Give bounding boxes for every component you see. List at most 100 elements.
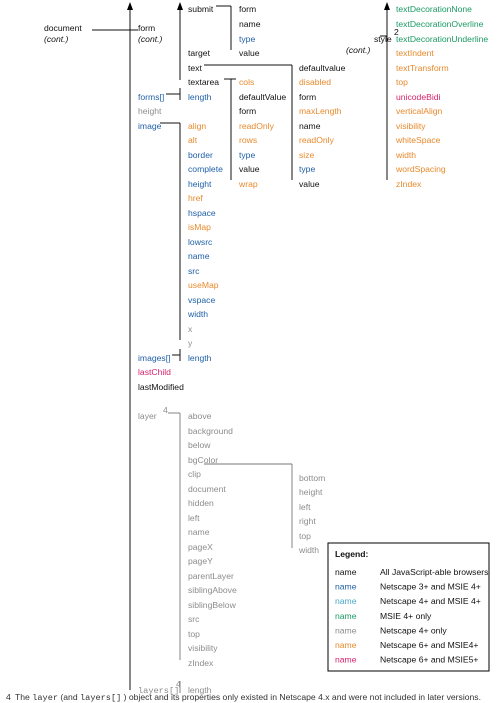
node-style: style (374, 34, 392, 44)
node-parentlayer: parentLayer (188, 571, 234, 581)
legend-label: Netscape 6+ and MSIE5+ (380, 655, 478, 665)
node-maxlength: maxLength (299, 106, 342, 116)
node-visibility: visibility (188, 643, 218, 653)
footnote-marker: 4 (176, 679, 181, 689)
node-src: src (188, 614, 200, 624)
node-wrap: wrap (238, 179, 258, 189)
node-readonly: readOnly (239, 121, 275, 131)
node-whitespace: whiteSpace (395, 135, 441, 145)
legend-label: All JavaScript-able browsers (380, 567, 488, 577)
node-visibility: visibility (396, 121, 426, 131)
node-name: name (188, 251, 210, 261)
node-lowsrc: lowsrc (188, 237, 213, 247)
node-siblingabove: siblingAbove (188, 585, 237, 595)
node-complete: complete (188, 164, 223, 174)
footnote-marker: 2 (394, 27, 399, 37)
node-textdecorationoverline: textDecorationOverline (396, 19, 484, 29)
legend-sample: name (335, 625, 357, 635)
node-target: target (188, 48, 211, 58)
node-cols: cols (239, 77, 254, 87)
node-document: document (44, 23, 82, 33)
node-alt: alt (188, 135, 198, 145)
node-length: length (188, 353, 212, 363)
footnote-code-layer: layer (32, 693, 58, 703)
node-cont: (cont.) (44, 34, 68, 44)
node-x: x (188, 324, 193, 334)
legend-sample: name (335, 611, 357, 621)
node-top: top (396, 77, 408, 87)
legend-sample: name (335, 655, 357, 665)
node-usemap: useMap (188, 280, 219, 290)
legend: Legend: name All JavaScript-able browsers… (327, 542, 490, 672)
svg-text:4 The layer: 4 The layer (and layers[] ) object and i… (6, 692, 481, 703)
node-above: above (188, 411, 212, 421)
node-top: top (299, 531, 311, 541)
node-bgcolor: bgColor (188, 455, 218, 465)
node-form: form (239, 106, 256, 116)
node-zindex: zIndex (188, 658, 214, 668)
legend-sample: name (335, 596, 357, 606)
node-hspace: hspace (188, 208, 216, 218)
legend-label: Netscape 6+ and MSIE4+ (380, 640, 478, 650)
node-left: left (299, 502, 311, 512)
legend-sample: name (335, 640, 357, 650)
legend-label: Netscape 3+ and MSIE 4+ (380, 582, 481, 592)
node-name: name (188, 527, 210, 537)
node-clip: clip (188, 469, 201, 479)
node-type: type (239, 34, 255, 44)
node-src: src (188, 266, 200, 276)
node-textdecorationnone: textDecorationNone (396, 4, 472, 14)
node-ismap: isMap (188, 222, 211, 232)
node-left: left (188, 513, 200, 523)
legend-label: Netscape 4+ only (380, 625, 447, 635)
node-background: background (188, 426, 233, 436)
node-width: width (395, 150, 416, 160)
node-value: value (239, 48, 260, 58)
node-href: href (188, 193, 203, 203)
node-unicodebidi: unicodeBidi (396, 92, 441, 102)
node-length: length (188, 685, 212, 695)
node-width: width (298, 545, 319, 555)
legend-box (327, 542, 490, 672)
footnote-text-3: ) object and its properties only existed… (124, 692, 481, 702)
legend-sample: name (335, 582, 357, 592)
property-nodes: document(cont.)form(cont.)submit formname… (44, 4, 488, 696)
legend-sample: name (335, 567, 357, 577)
footnote: 4 The layer (and layers[] ) object and i… (6, 692, 481, 703)
legend-label: MSIE 4+ only (380, 611, 432, 621)
node-cont: (cont.) (346, 45, 370, 55)
node-defaultvalue: defaultValue (239, 92, 286, 102)
footnote-text-1: The (15, 692, 32, 702)
node-width: width (187, 309, 208, 319)
node-text: text (188, 63, 202, 73)
node-value: value (239, 164, 260, 174)
node-size: size (299, 150, 315, 160)
footnote-superscripts: 4 4 2 (163, 27, 399, 689)
node-lastchild: lastChild (138, 367, 171, 377)
node-bottom: bottom (299, 473, 325, 483)
node-document: document (188, 484, 226, 494)
node-layers: layers[] (138, 686, 179, 696)
legend-items: name All JavaScript-able browsers name Nets… (335, 567, 488, 665)
node-defaultvalue: defaultvalue (299, 63, 346, 73)
node-pagex: pageX (188, 542, 213, 552)
footnote-code-layers: layers[] (80, 693, 121, 703)
node-readonly: readOnly (299, 135, 335, 145)
node-below: below (188, 440, 211, 450)
footnote-marker: 4 (163, 405, 168, 415)
node-rows: rows (239, 135, 257, 145)
node-top: top (188, 629, 200, 639)
node-siblingbelow: siblingBelow (188, 600, 237, 610)
legend-title: Legend: (335, 549, 369, 559)
node-y: y (188, 338, 193, 348)
node-form: form (239, 4, 256, 14)
node-layer: layer (138, 411, 157, 421)
node-image: image (138, 121, 162, 131)
node-length: length (188, 92, 212, 102)
node-textarea: textarea (188, 77, 219, 87)
node-hidden: hidden (188, 498, 214, 508)
node-pagey: pageY (188, 556, 213, 566)
node-zindex: zIndex (396, 179, 422, 189)
node-height: height (299, 487, 323, 497)
node-height: height (138, 106, 162, 116)
